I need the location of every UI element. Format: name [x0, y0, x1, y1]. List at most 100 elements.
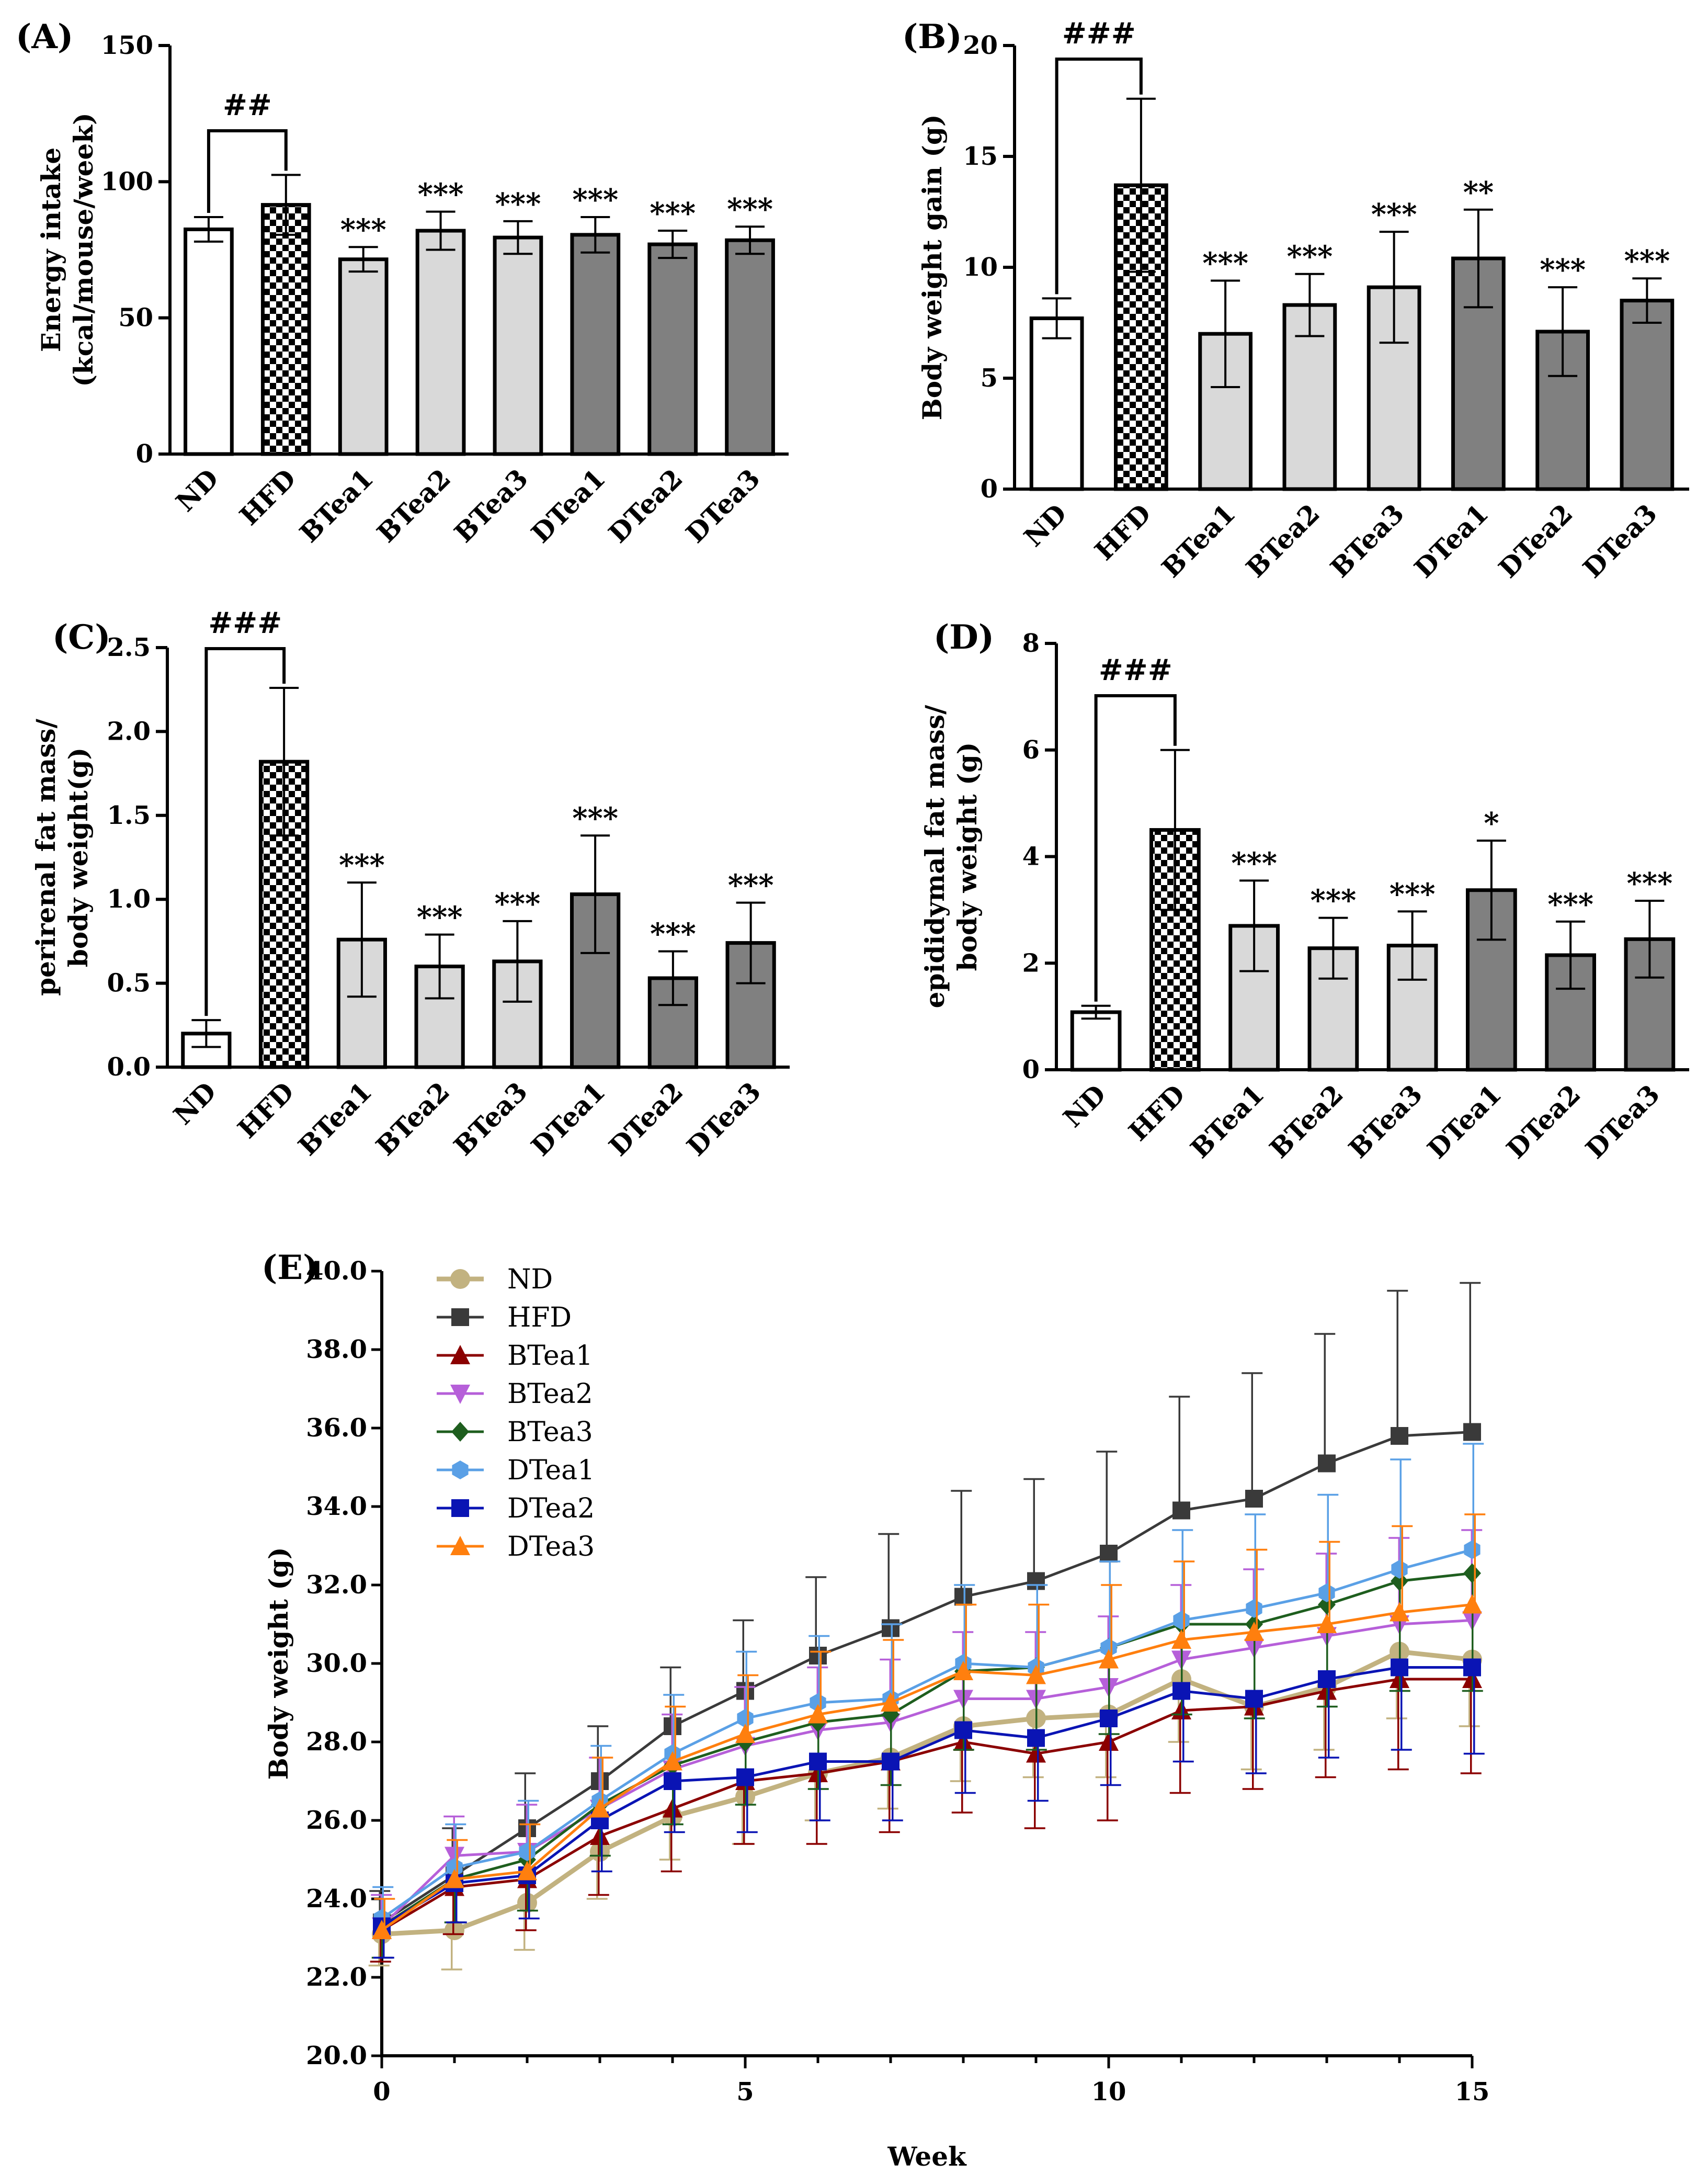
panel-label: (A): [16, 17, 73, 56]
y-tick-label: 0.0: [107, 1052, 151, 1082]
y-axis-label: (kcal/mouse/week): [68, 112, 99, 387]
y-tick-label: 2.0: [107, 717, 151, 746]
y-tick-label: 5: [981, 364, 998, 393]
category-label: ND: [167, 1076, 222, 1131]
bar-nd: [184, 227, 234, 456]
y-tick-label: 1.5: [107, 801, 151, 830]
series-line: [381, 1548, 1473, 1920]
x-axis-label: Week: [887, 2141, 967, 2172]
legend-item-nd: ND: [437, 1264, 553, 1295]
category-label: DTea3: [680, 1076, 767, 1162]
significance-label: ***: [572, 183, 618, 217]
data-point: [1173, 1611, 1190, 1630]
x-tick-label: 15: [1455, 2077, 1490, 2107]
significance-label: ***: [1202, 246, 1248, 280]
data-point: [954, 1721, 972, 1739]
y-tick-label: 0: [1022, 1055, 1040, 1084]
legend-label: DTea1: [507, 1455, 595, 1486]
data-point: [519, 1842, 536, 1861]
series-line: [381, 1572, 1473, 1928]
legend-item-btea2: BTea2: [437, 1378, 593, 1410]
y-tick-label: 0: [981, 474, 998, 504]
panel-label: (D): [933, 618, 994, 657]
data-point: [810, 1693, 826, 1712]
y-tick-label: 0.5: [107, 969, 151, 998]
data-point: [450, 1536, 470, 1555]
data-point: [451, 1499, 469, 1517]
legend-label: ND: [507, 1264, 553, 1295]
category-label: DTea3: [680, 463, 766, 549]
category-label: BTea3: [448, 463, 534, 549]
data-point: [1463, 1563, 1481, 1583]
category-label: DTea3: [1579, 1079, 1666, 1165]
legend-label: BTea2: [507, 1378, 593, 1410]
y-tick-label: 50: [118, 303, 153, 333]
y-tick-label: 36.0: [306, 1413, 367, 1443]
y-tick-label: 22.0: [306, 1963, 367, 1992]
data-point: [737, 1709, 754, 1728]
significance-label: ***: [1310, 884, 1356, 918]
panel-label: (E): [261, 1248, 318, 1287]
series-dtea3: [372, 1513, 1486, 1939]
data-point: [954, 1588, 972, 1606]
significance-label: **: [1463, 175, 1494, 210]
category-label: DTea1: [525, 1076, 611, 1162]
category-label: HFD: [233, 463, 302, 531]
y-tick-label: 4: [1022, 842, 1040, 871]
data-point: [663, 1751, 682, 1771]
data-point: [1390, 1602, 1409, 1622]
significance-label: ***: [1371, 197, 1417, 232]
series-line: [381, 1603, 1473, 1932]
category-label: BTea1: [1156, 498, 1242, 584]
panel-d-epididymal-fat-chart: (D) 0 2 4 6 8 epididymal fat mass/body weight …: [919, 618, 1689, 1164]
bar-dtea3: [725, 238, 775, 456]
data-point: [809, 1647, 827, 1665]
y-tick-label: 20.0: [306, 2041, 367, 2070]
comparison-bracket-label: ##: [223, 88, 272, 122]
comparison-bracket-label: ###: [208, 606, 282, 640]
bar-btea3: [1386, 944, 1438, 1072]
x-tick-label: 5: [736, 2077, 754, 2107]
data-point: [881, 1692, 901, 1712]
significance-label: ***: [1547, 887, 1593, 922]
category-label: BTea1: [292, 1076, 378, 1162]
y-tick-label: 150: [101, 31, 153, 60]
category-label: ND: [1018, 498, 1073, 553]
legend-label: BTea1: [507, 1340, 593, 1372]
category-label: DTea2: [602, 463, 689, 549]
series-btea3: [371, 1563, 1483, 1959]
y-tick-label: 38.0: [306, 1335, 367, 1364]
series-hfd: [369, 1282, 1481, 1931]
legend-label: DTea2: [507, 1493, 595, 1524]
data-point: [451, 1422, 469, 1442]
data-point: [1100, 1545, 1118, 1562]
panel-a-energy-intake-chart: (A) 0 50 100 150 Energy intake (kcal/mouse/wee…: [16, 17, 789, 549]
legend-label: BTea3: [507, 1417, 593, 1448]
data-point: [735, 1724, 755, 1743]
data-point: [590, 1798, 610, 1818]
data-point: [445, 1920, 464, 1940]
category-label: DTea2: [603, 1076, 689, 1162]
bar-dtea3: [1620, 299, 1675, 491]
category-label: ND: [170, 463, 225, 518]
legend-item-hfd: HFD: [437, 1302, 572, 1333]
data-point: [1027, 1729, 1045, 1747]
data-point: [1318, 1670, 1336, 1688]
bar-dtea1: [1451, 256, 1506, 491]
y-tick-label: 2: [1022, 948, 1040, 978]
x-tick-label: 10: [1091, 2077, 1126, 2107]
data-point: [953, 1661, 973, 1680]
data-point: [1464, 1540, 1481, 1559]
data-point: [1246, 1599, 1262, 1618]
data-point: [1391, 1427, 1408, 1445]
data-point: [1462, 1594, 1482, 1614]
category-label: DTea2: [1500, 1079, 1587, 1165]
legend-item-dtea1: DTea1: [437, 1455, 595, 1486]
significance-label: ***: [339, 848, 385, 882]
y-tick-label: 40.0: [306, 1256, 367, 1286]
legend-label: DTea3: [507, 1531, 595, 1562]
significance-label: ***: [1390, 877, 1436, 911]
y-axis-label: epididymal fat mass/: [919, 705, 950, 1008]
category-label: BTea2: [370, 1076, 456, 1162]
series-btea2: [371, 1529, 1483, 1937]
